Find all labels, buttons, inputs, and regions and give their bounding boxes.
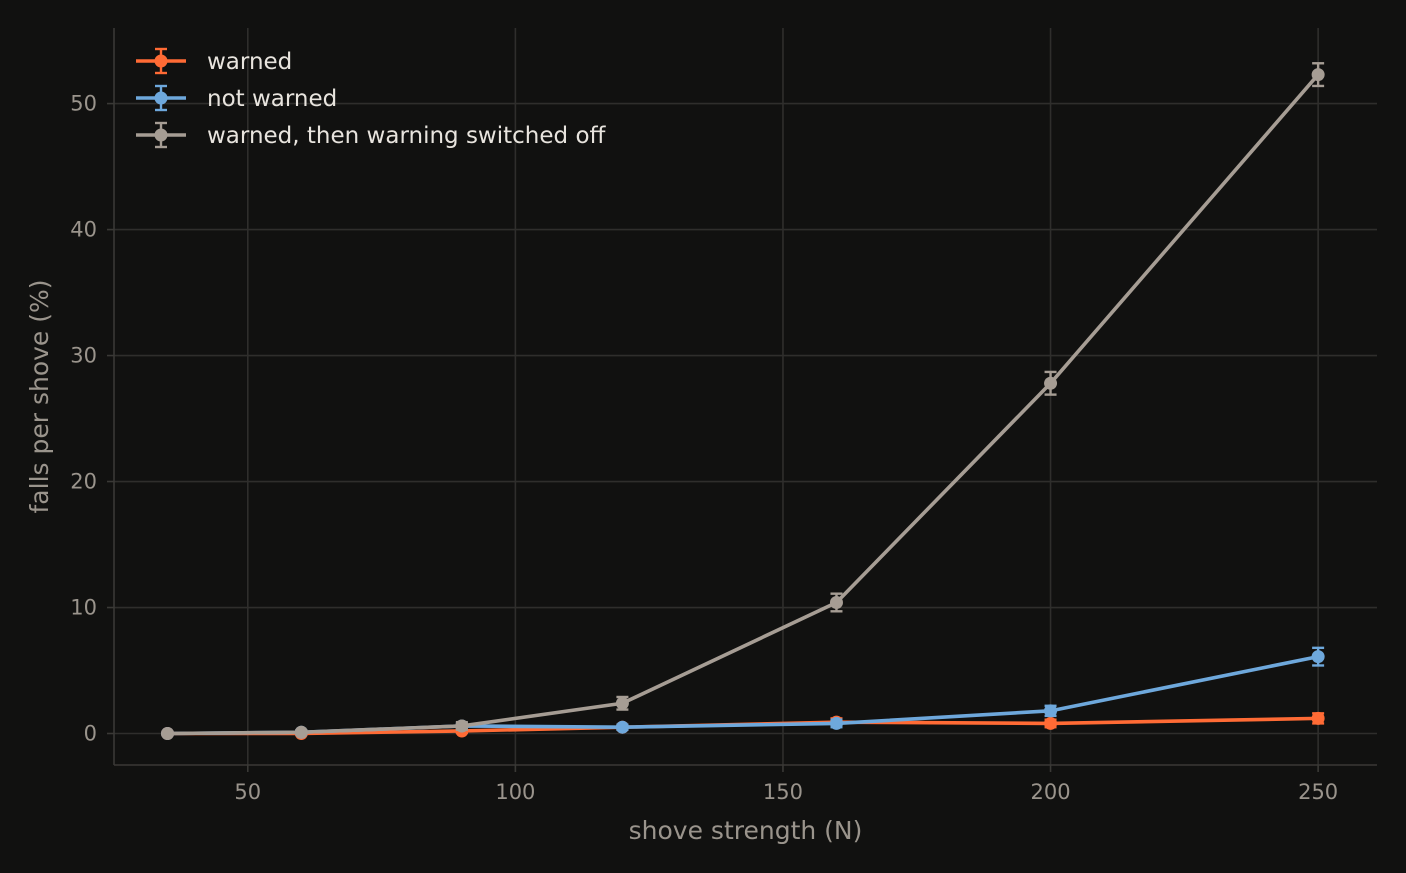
series-1 <box>161 646 1325 741</box>
data-point <box>1311 68 1325 82</box>
data-point <box>615 720 629 734</box>
legend-label: warned <box>207 49 292 75</box>
y-tick-label: 10 <box>70 596 97 620</box>
legend-marker <box>154 128 168 142</box>
y-tick-label: 20 <box>70 470 97 494</box>
legend-entry: warned <box>136 47 292 75</box>
y-tick-label: 30 <box>70 344 97 368</box>
series-layer <box>161 62 1325 741</box>
legend-marker <box>154 91 168 105</box>
legend-entry: not warned <box>136 84 337 112</box>
data-point <box>1044 376 1058 390</box>
data-point <box>1311 711 1325 725</box>
data-point <box>829 716 843 730</box>
data-point <box>1044 704 1058 718</box>
x-tick-label: 250 <box>1298 780 1338 804</box>
data-point <box>829 595 843 609</box>
legend-label: warned, then warning switched off <box>207 123 607 149</box>
legend-marker <box>154 54 168 68</box>
data-point <box>294 725 308 739</box>
x-axis-title: shove strength (N) <box>629 816 863 845</box>
data-point <box>455 719 469 733</box>
axes-spines <box>113 28 1377 766</box>
x-tick-label: 200 <box>1030 780 1070 804</box>
y-tick-label: 40 <box>70 218 97 242</box>
y-tick-label: 50 <box>70 92 97 116</box>
series-line <box>165 72 1320 736</box>
data-point <box>1044 716 1058 730</box>
y-tick-label: 0 <box>84 722 97 746</box>
data-point <box>1311 650 1325 664</box>
tick-labels: 50 100 150 200 250 0 10 20 30 40 50 <box>70 92 1338 804</box>
x-tick-label: 50 <box>234 780 261 804</box>
legend-label: not warned <box>207 86 337 112</box>
x-tick-label: 100 <box>495 780 535 804</box>
legend: warned not warned warned, then warning swi… <box>136 47 607 149</box>
data-point <box>615 696 629 710</box>
y-axis-title: falls per shove (%) <box>25 279 54 513</box>
series-2 <box>161 62 1325 741</box>
x-tick-label: 150 <box>763 780 803 804</box>
data-point <box>161 727 175 741</box>
legend-entry: warned, then warning switched off <box>136 121 607 149</box>
